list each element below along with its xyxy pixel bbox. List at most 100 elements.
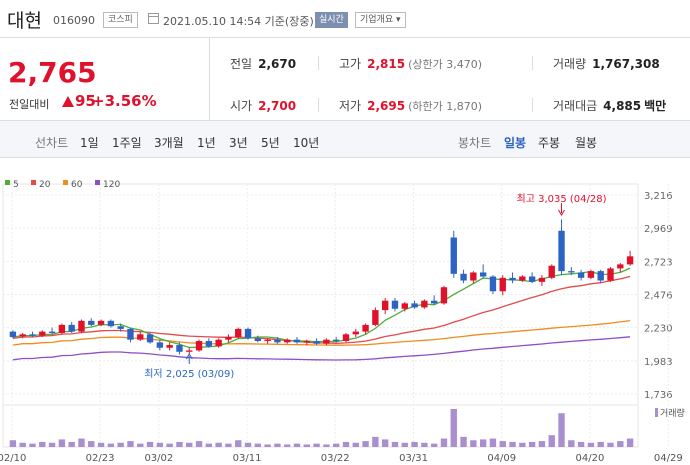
market-badge: 코스피 bbox=[103, 12, 138, 28]
candle-body bbox=[391, 300, 399, 309]
volume-bar bbox=[235, 440, 242, 447]
volume-bar bbox=[489, 438, 497, 447]
tab-monthly[interactable]: 월봉 bbox=[575, 136, 598, 150]
candle-body bbox=[97, 320, 105, 325]
volume-bar bbox=[430, 443, 438, 447]
volume-bar bbox=[293, 443, 301, 447]
volume-bar bbox=[528, 441, 536, 447]
candle-body bbox=[205, 341, 213, 347]
candle-body bbox=[48, 331, 56, 333]
company-info-dropdown[interactable]: 기업개요 ▾ bbox=[355, 12, 406, 28]
up-triangle-icon bbox=[62, 96, 74, 107]
tab-1d[interactable]: 1일 bbox=[80, 136, 99, 150]
change-value: 95 bbox=[62, 92, 96, 110]
volume-bar bbox=[440, 438, 448, 447]
prev-close-value: 2,670 bbox=[258, 57, 297, 71]
tab-5y[interactable]: 5년 bbox=[261, 136, 280, 150]
candle-body bbox=[284, 339, 291, 343]
candle-body bbox=[88, 320, 95, 325]
stock-header: 대현 016090 코스피 2021.05.10 14:54 기준(장중) 실시… bbox=[0, 0, 690, 38]
stock-code: 016090 bbox=[53, 14, 95, 27]
candle-body bbox=[117, 326, 124, 329]
stat-low: 저가 2,695 (하한가 1,870) bbox=[339, 97, 482, 114]
stat-open: 시가 2,700 bbox=[230, 97, 296, 114]
volume-bar bbox=[519, 442, 526, 447]
stat-volume: 거래량 1,767,308 bbox=[553, 55, 660, 72]
candle-body bbox=[137, 334, 144, 340]
price-summary: 2,765 전일대비 95 +3.56% bbox=[0, 38, 210, 120]
volume-bar bbox=[597, 441, 604, 447]
volume-bar bbox=[499, 441, 506, 447]
candle-body bbox=[558, 230, 565, 272]
divider bbox=[532, 98, 533, 112]
candle-body bbox=[479, 272, 487, 277]
change-label: 전일대비 bbox=[9, 98, 50, 111]
volume-bar bbox=[303, 444, 310, 447]
volume-bar bbox=[264, 444, 271, 447]
low-value: 2,695 bbox=[367, 99, 406, 113]
volume-legend-swatch bbox=[655, 408, 658, 417]
candle-chart-label: 봉차트 bbox=[458, 136, 492, 150]
volume-bar bbox=[19, 442, 26, 447]
x-tick-label: 02/10 bbox=[0, 453, 26, 464]
volume-bar bbox=[195, 441, 203, 447]
tab-3m[interactable]: 3개월 bbox=[154, 136, 184, 150]
y-tick-label: 3,216 bbox=[644, 191, 673, 202]
amount-label: 거래대금 bbox=[553, 99, 598, 113]
candle-body bbox=[303, 341, 310, 343]
volume-bar bbox=[117, 442, 124, 447]
x-tick-label: 03/22 bbox=[321, 453, 350, 464]
volume-bar bbox=[372, 436, 379, 447]
upper-limit: (상한가 3,470) bbox=[408, 58, 482, 71]
prev-close-label: 전일 bbox=[230, 57, 253, 71]
candle-body bbox=[29, 334, 36, 336]
tab-3y[interactable]: 3년 bbox=[229, 136, 248, 150]
tab-weekly[interactable]: 주봉 bbox=[538, 136, 561, 150]
volume-bar bbox=[68, 441, 75, 447]
candle-body bbox=[460, 273, 467, 281]
amount-unit: 백만 bbox=[644, 99, 667, 113]
tab-daily[interactable]: 일봉 bbox=[504, 136, 527, 150]
volume-bar bbox=[323, 444, 330, 447]
candle-body bbox=[9, 331, 17, 337]
candle-body bbox=[626, 256, 634, 265]
x-tick-label: 03/02 bbox=[144, 453, 173, 464]
volume-bar bbox=[460, 436, 467, 447]
y-tick-label: 1,736 bbox=[644, 390, 673, 401]
divider bbox=[532, 56, 533, 70]
y-tick-label: 2,230 bbox=[644, 324, 673, 335]
legend-swatch bbox=[31, 180, 36, 185]
volume-bar bbox=[88, 441, 95, 447]
volume-bar bbox=[29, 443, 36, 447]
volume-bar bbox=[401, 442, 408, 447]
candle-body bbox=[107, 320, 115, 327]
candle-body bbox=[421, 300, 428, 308]
candle-body bbox=[401, 303, 408, 309]
tab-1y[interactable]: 1년 bbox=[197, 136, 216, 150]
candle-body bbox=[528, 276, 536, 282]
candle-body bbox=[39, 331, 46, 336]
volume-bar bbox=[342, 441, 350, 447]
current-price: 2,765 bbox=[8, 56, 97, 89]
candle-body bbox=[577, 272, 585, 278]
volume-bar bbox=[411, 441, 418, 447]
x-tick-label: 04/20 bbox=[576, 453, 605, 464]
volume-bar bbox=[97, 442, 105, 447]
volume-bar bbox=[333, 443, 340, 447]
tab-10y[interactable]: 10년 bbox=[293, 136, 320, 150]
stat-amount: 거래대금 4,885 백만 bbox=[553, 97, 666, 114]
candle-body bbox=[166, 345, 173, 348]
candle-body bbox=[225, 336, 232, 340]
calendar-icon bbox=[148, 13, 159, 24]
volume-bar bbox=[176, 441, 183, 447]
legend-label: 5 bbox=[13, 180, 19, 190]
ma-20-line bbox=[12, 275, 631, 344]
candle-body bbox=[568, 271, 575, 273]
volume-bar bbox=[274, 443, 281, 447]
tab-1w[interactable]: 1주일 bbox=[112, 136, 142, 150]
realtime-button[interactable]: 실시간 bbox=[315, 12, 348, 28]
volume-bar bbox=[127, 441, 134, 447]
stock-name: 대현 bbox=[7, 10, 42, 32]
legend-label: 60 bbox=[71, 180, 83, 190]
candle-body bbox=[587, 271, 595, 278]
